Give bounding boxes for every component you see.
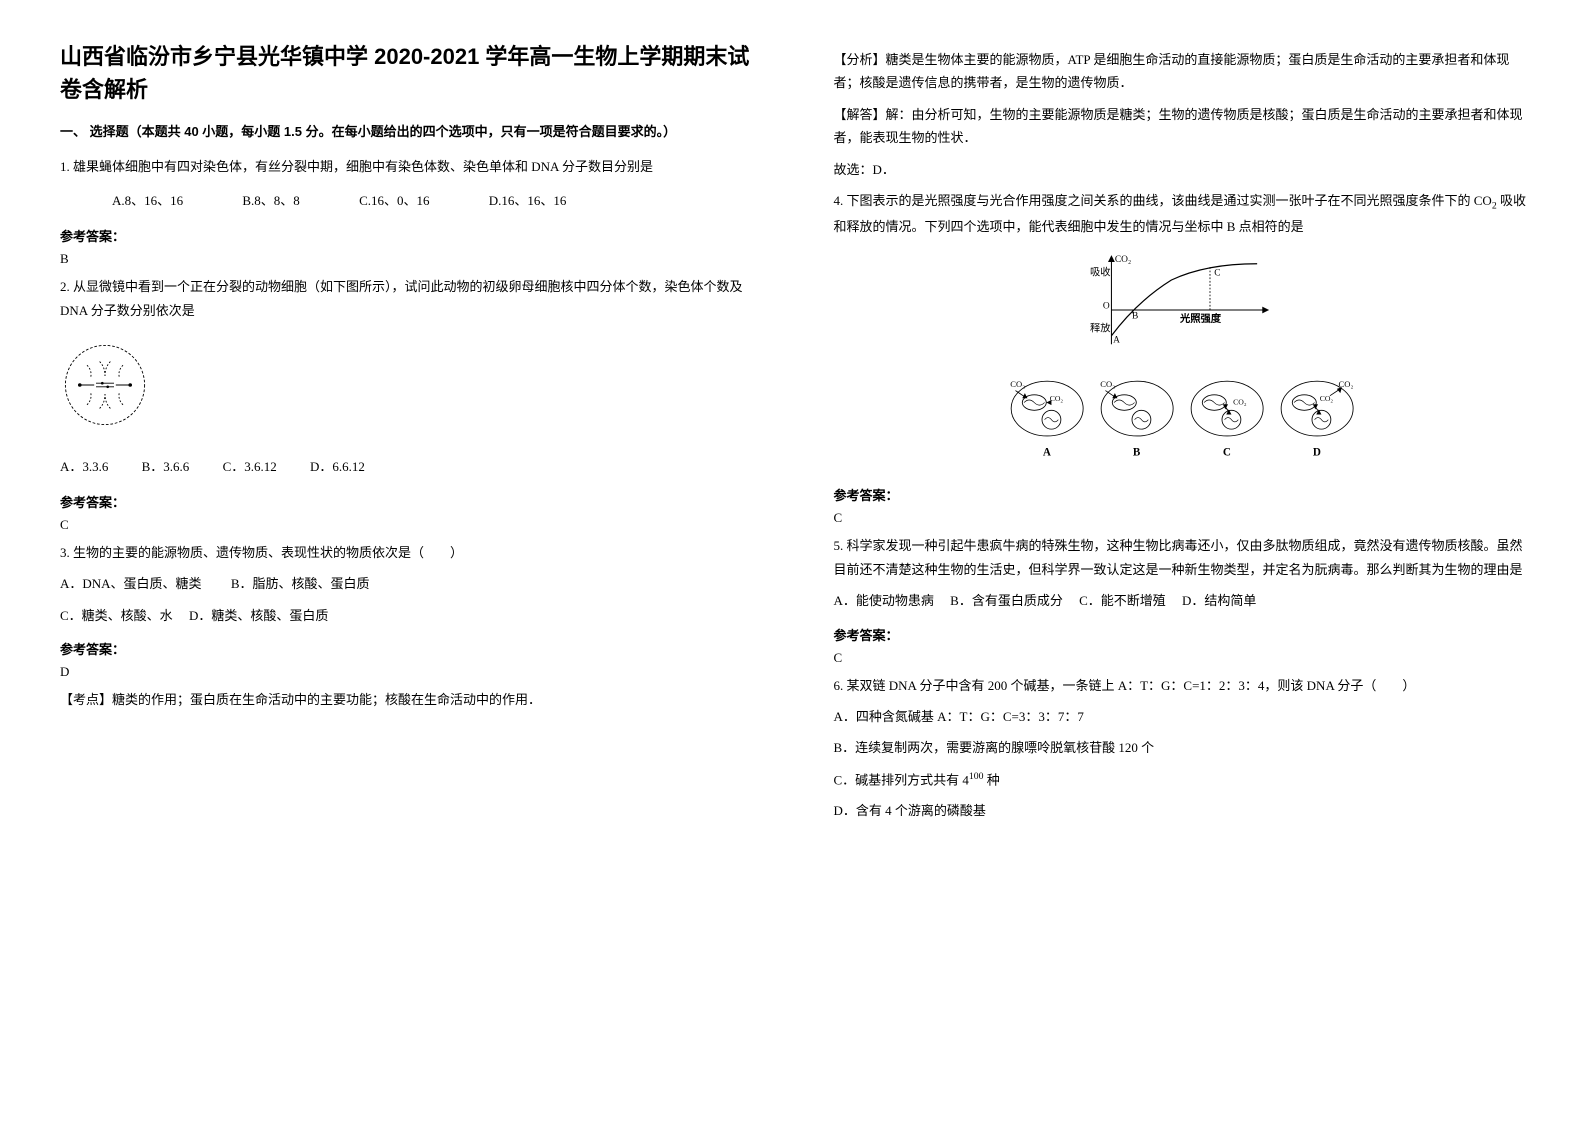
q5-option-b: B．含有蛋白质成分 bbox=[950, 593, 1063, 608]
q1-answer: B bbox=[60, 251, 754, 267]
q1-option-c: C.16、0、16 bbox=[333, 188, 429, 214]
q1-options: A.8、16、16 B.8、8、8 C.16、0、16 D.16、16、16 bbox=[60, 188, 754, 214]
q4-stem: 4. 下图表示的是光照强度与光合作用强度之间关系的曲线，该曲线是通过实测一张叶子… bbox=[834, 189, 1528, 239]
q1-option-b: B.8、8、8 bbox=[216, 188, 299, 214]
q4-label-A: A bbox=[1043, 447, 1051, 459]
q4-stem-part1: 4. 下图表示的是光照强度与光合作用强度之间关系的曲线，该曲线是通过实测一张叶子… bbox=[834, 193, 1492, 208]
q4-y-top: 吸收 bbox=[1090, 266, 1111, 279]
q3-guxuan: 故选：D． bbox=[834, 158, 1528, 181]
q5-stem: 5. 科学家发现一种引起牛患疯牛病的特殊生物，这种生物比病毒还小，仅由多肽物质组… bbox=[834, 534, 1528, 581]
q4-label-D: D bbox=[1313, 447, 1321, 459]
q3-answer-label: 参考答案： bbox=[60, 639, 754, 658]
q1-answer-label: 参考答案： bbox=[60, 226, 754, 245]
q4-cellB-co2: CO₂ bbox=[1101, 380, 1116, 390]
q4-cellA-co2-2: CO₂ bbox=[1011, 380, 1026, 390]
q4-co2-top: CO₂ bbox=[1115, 255, 1131, 265]
q5-options: A．能使动物患病 B．含有蛋白质成分 C．能不断增殖 D．结构简单 bbox=[834, 589, 1528, 612]
q2-options: A．3.3.6 B．3.6.6 C．3.6.12 D．6.6.12 bbox=[60, 454, 754, 480]
q1-option-d: D.16、16、16 bbox=[463, 188, 567, 214]
left-column: 山西省临汾市乡宁县光华镇中学 2020-2021 学年高一生物上学期期末试卷含解… bbox=[60, 40, 754, 831]
q6-optc-sup: 100 bbox=[969, 771, 984, 782]
q2-stem: 2. 从显微镜中看到一个正在分裂的动物细胞（如下图所示），试问此动物的初级卵母细… bbox=[60, 275, 754, 322]
q2-option-b: B．3.6.6 bbox=[142, 454, 190, 480]
q6-optc-part1: C．碱基排列方式共有 4 bbox=[834, 772, 969, 787]
q6-option-b: B．连续复制两次，需要游离的腺嘌呤脱氧核苷酸 120 个 bbox=[834, 736, 1528, 759]
q3-option-c: C．糖类、核酸、水 bbox=[60, 608, 173, 623]
q4-label-B: B bbox=[1133, 447, 1141, 459]
q5-answer-label: 参考答案： bbox=[834, 625, 1528, 644]
q6-stem: 6. 某双链 DNA 分子中含有 200 个碱基，一条链上 A：T：G：C=1：… bbox=[834, 674, 1528, 697]
q4-cellC-co2: CO₂ bbox=[1233, 398, 1247, 407]
q2-cell-diagram bbox=[60, 340, 150, 430]
q4-answer: C bbox=[834, 510, 1528, 526]
q4-pointA: A bbox=[1113, 336, 1120, 346]
q1-option-a: A.8、16、16 bbox=[86, 188, 183, 214]
q2-answer-label: 参考答案： bbox=[60, 492, 754, 511]
q3-fenxi: 【分析】糖类是生物体主要的能源物质，ATP 是细胞生命活动的直接能源物质；蛋白质… bbox=[834, 48, 1528, 95]
q3-stem: 3. 生物的主要的能源物质、遗传物质、表现性状的物质依次是（ ） bbox=[60, 541, 754, 564]
q3-options-row2: C．糖类、核酸、水 D．糖类、核酸、蛋白质 bbox=[60, 604, 754, 627]
q3-jieda: 【解答】解：由分析可知，生物的主要能源物质是糖类；生物的遗传物质是核酸；蛋白质是… bbox=[834, 103, 1528, 150]
q4-pointC: C bbox=[1215, 269, 1221, 279]
q5-option-c: C．能不断增殖 bbox=[1079, 593, 1166, 608]
q4-origin: O bbox=[1103, 302, 1110, 312]
q4-cellA-co2-1: CO₂ bbox=[1050, 394, 1064, 403]
q4-y-bottom: 释放 bbox=[1090, 322, 1111, 335]
q4-xlabel: 光照强度 bbox=[1179, 312, 1222, 325]
q2-option-d: D．6.6.12 bbox=[310, 454, 365, 480]
q4-label-C: C bbox=[1223, 447, 1231, 459]
q6-option-a: A．四种含氮碱基 A：T：G：C=3：3：7：7 bbox=[834, 705, 1528, 728]
q1-stem: 1. 雄果蝇体细胞中有四对染色体，有丝分裂中期，细胞中有染色体数、染色单体和 D… bbox=[60, 155, 754, 178]
exam-title: 山西省临汾市乡宁县光华镇中学 2020-2021 学年高一生物上学期期末试卷含解… bbox=[60, 40, 754, 106]
q3-options-row1: A．DNA、蛋白质、糖类 B．脂肪、核酸、蛋白质 bbox=[60, 572, 754, 595]
q4-answer-label: 参考答案： bbox=[834, 485, 1528, 504]
q2-option-a: A．3.3.6 bbox=[60, 454, 108, 480]
q5-answer: C bbox=[834, 650, 1528, 666]
q3-option-d: D．糖类、核酸、蛋白质 bbox=[189, 608, 328, 623]
q3-answer: D bbox=[60, 664, 754, 680]
q3-option-a: A．DNA、蛋白质、糖类 bbox=[60, 576, 202, 591]
q6-option-c: C．碱基排列方式共有 4100 种 bbox=[834, 768, 1528, 792]
q5-option-d: D．结构简单 bbox=[1182, 593, 1256, 608]
section-1-header: 一、 选择题（本题共 40 小题，每小题 1.5 分。在每小题给出的四个选项中，… bbox=[60, 122, 754, 143]
q2-option-c: C．3.6.12 bbox=[223, 454, 277, 480]
q6-optc-part2: 种 bbox=[984, 772, 1000, 787]
q2-answer: C bbox=[60, 517, 754, 533]
q3-kaodian: 【考点】糖类的作用；蛋白质在生命活动中的主要功能；核酸在生命活动中的作用． bbox=[60, 688, 754, 711]
q4-diagram: 吸收 释放 CO₂ O A B C 光照强度 bbox=[1000, 250, 1360, 473]
q5-option-a: A．能使动物患病 bbox=[834, 593, 934, 608]
right-column: 【分析】糖类是生物体主要的能源物质，ATP 是细胞生命活动的直接能源物质；蛋白质… bbox=[834, 40, 1528, 831]
q6-option-d: D．含有 4 个游离的磷酸基 bbox=[834, 799, 1528, 822]
q3-option-b: B．脂肪、核酸、蛋白质 bbox=[231, 576, 370, 591]
